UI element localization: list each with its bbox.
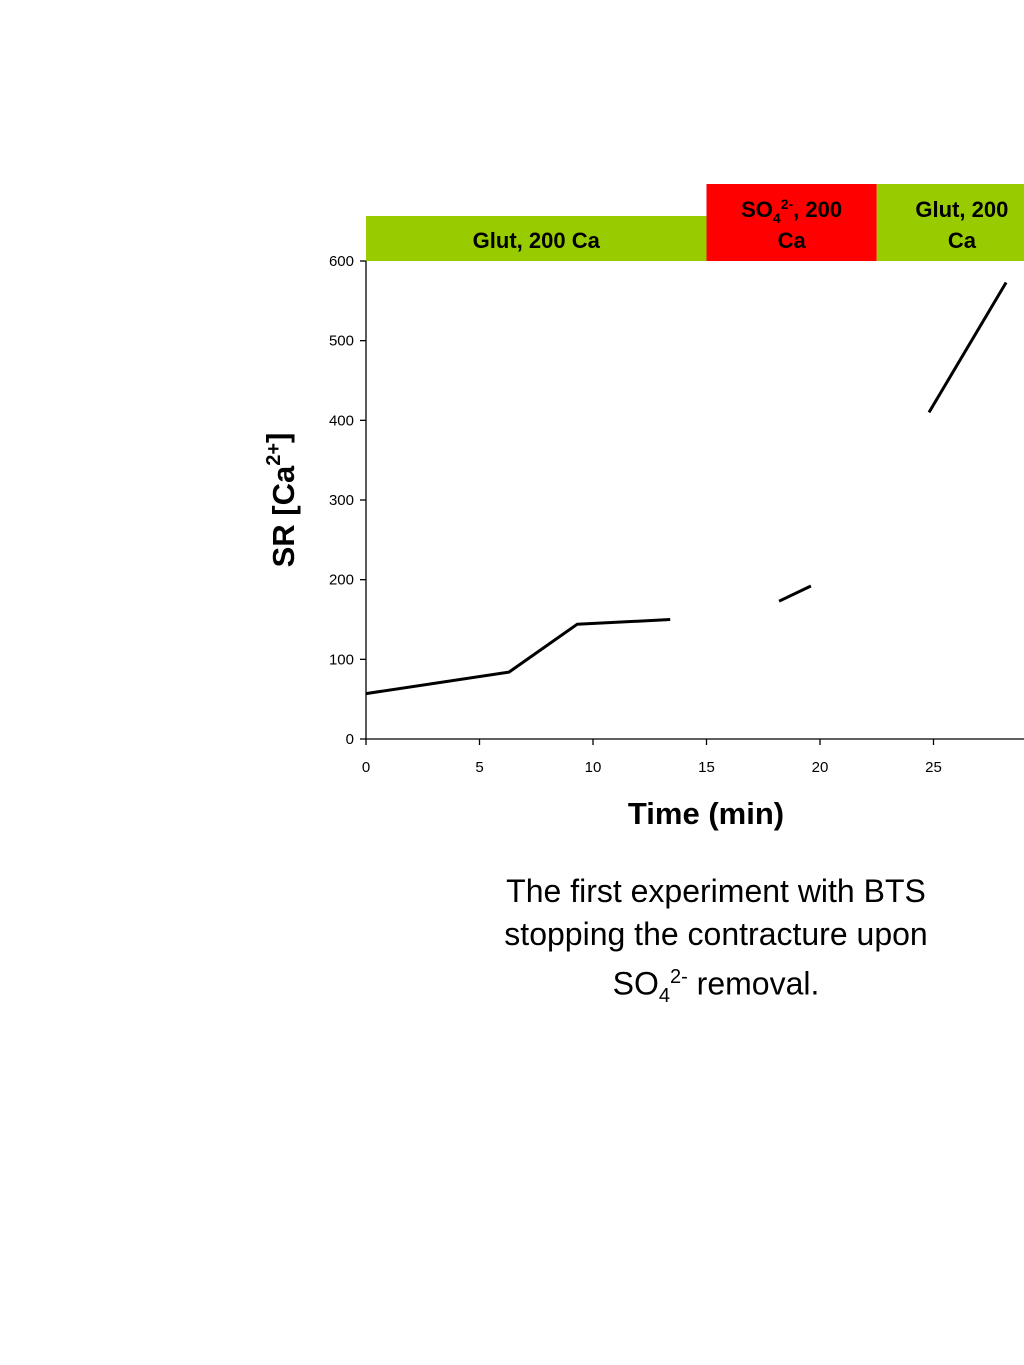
x-tick-label-0: 0: [362, 759, 370, 776]
y-tick-label-200: 200: [329, 572, 354, 589]
band-2-label-0-text: Glut, 200: [915, 197, 1008, 222]
y-tick-label-600: 600: [329, 253, 354, 270]
band-2-label-1: Ca: [948, 228, 977, 253]
x-tick-label-5: 5: [475, 759, 483, 776]
band-0-label-0-text: Glut, 200 Ca: [473, 228, 601, 253]
y-tick-label-500: 500: [329, 333, 354, 350]
y-tick-label-300: 300: [329, 492, 354, 509]
caption-tail: removal.: [687, 965, 820, 1002]
data-series: [365, 281, 1008, 696]
band-1-label-1: Ca: [778, 228, 807, 253]
caption-so: SO: [612, 965, 659, 1002]
y-axis-title-tail: ]: [260, 433, 295, 443]
series-0-segment-1: [778, 584, 812, 603]
band-0-label-0: Glut, 200 Ca: [473, 228, 601, 253]
y-tick-label-100: 100: [329, 651, 354, 668]
caption-sup: 2-: [669, 966, 688, 988]
x-tick-label-25: 25: [925, 759, 942, 776]
caption-line-1: The first experiment with BTS: [506, 873, 926, 909]
axes: 0 100 200 300 400 500 600 0 5 10 15 20 25: [329, 253, 1024, 776]
y-axis-title: SR [Ca2+]: [260, 433, 301, 568]
caption: The first experiment with BTS stopping t…: [436, 870, 996, 1018]
y-axis-title-sup: 2+: [263, 443, 285, 466]
series-0-segment-2: [927, 281, 1008, 414]
x-axis-title: Time (min): [628, 796, 784, 831]
axis-titles: Time (min) SR [Ca2+]: [260, 433, 784, 831]
x-tick-label-15: 15: [698, 759, 715, 776]
y-axis-title-text: SR [Ca: [266, 465, 301, 567]
y-tick-label-400: 400: [329, 412, 354, 429]
band-1-label-1-text: Ca: [778, 228, 807, 253]
caption-line-3: SO42- removal.: [436, 956, 996, 1018]
band-0: [366, 216, 707, 261]
caption-sub: 4: [658, 985, 670, 1008]
caption-line-2: stopping the contracture upon: [504, 916, 928, 952]
x-tick-label-20: 20: [812, 759, 829, 776]
band-2-label-1-text: Ca: [948, 228, 977, 253]
band-1: [706, 184, 877, 261]
band-1-label-0-text: SO: [741, 197, 773, 222]
band-1-label-0-tail: , 200: [793, 197, 842, 222]
band-1-label-0-sub: 4: [773, 210, 781, 226]
band-2: [876, 184, 1024, 261]
y-tick-label-0: 0: [346, 731, 354, 748]
x-tick-label-10: 10: [585, 759, 602, 776]
band-1-label-0: SO42-, 200: [741, 196, 842, 226]
band-1-label-0-sup: 2-: [781, 196, 794, 212]
band-2-label-0: Glut, 200: [915, 197, 1008, 222]
series-0-segment-0: [365, 618, 671, 696]
